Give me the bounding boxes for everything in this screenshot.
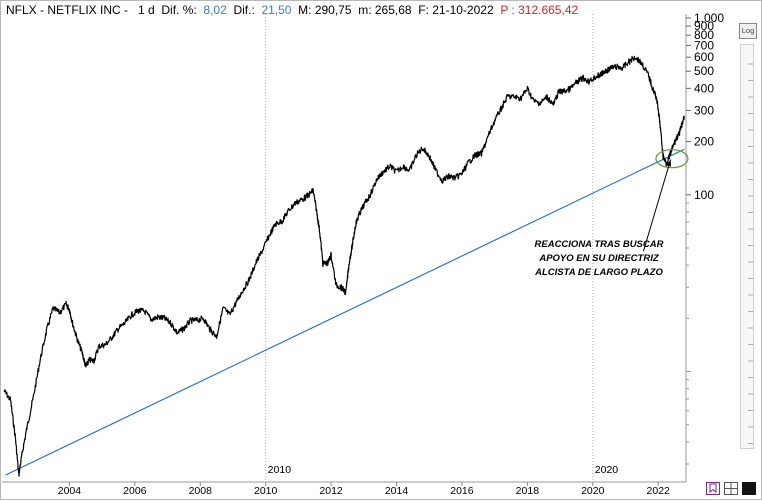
y-tick-label: 500: [694, 64, 714, 78]
price-line: [3, 55, 685, 477]
y-tick-label: 600: [694, 50, 714, 64]
bookmark-icon[interactable]: [705, 481, 721, 496]
annotation-line-2: APOYO EN SU DIRECTRIZ: [539, 253, 659, 264]
series-layer: [3, 55, 685, 477]
max-label: M: 290,75: [298, 3, 352, 17]
color-square-icon[interactable]: [741, 481, 757, 496]
price-value: P : 312.665,42: [500, 3, 579, 17]
annotation-line-3: ALCISTA DE LARGO PLAZO: [535, 267, 663, 278]
dif-label: Dif.:: [233, 3, 255, 17]
y-tick-label: 700: [694, 38, 714, 52]
dif-value: 21,50: [261, 3, 292, 17]
trendline-layer: [5, 148, 685, 476]
log-scale-button[interactable]: Log: [739, 23, 757, 39]
y-tick-label: 400: [694, 81, 714, 95]
x-tick-label: 2012: [319, 485, 343, 497]
x-tick-label: 2018: [516, 485, 540, 497]
year-marker-label: 2020: [595, 464, 619, 476]
symbol-label: NFLX - NETFLIX INC -: [6, 3, 129, 17]
split-view-icon[interactable]: [723, 481, 739, 496]
support-circle: [655, 149, 689, 169]
annotation-line-1: REACCIONA TRAS BUSCAR: [534, 239, 664, 250]
dif-pct-value: 8,02: [203, 3, 227, 17]
y-tick-label: 100: [694, 188, 714, 202]
y-tick-label: 200: [694, 135, 714, 149]
y-tick-label: 300: [694, 103, 714, 117]
x-tick-label: 2010: [254, 485, 278, 497]
overlay-layer: [642, 149, 689, 252]
min-label: m: 265,68: [358, 3, 412, 17]
chart-header: NFLX - NETFLIX INC - 1 d Dif. %: 8,02 Di…: [6, 3, 578, 17]
vertical-scrollbar[interactable]: [740, 44, 754, 449]
support-trendline: [5, 148, 685, 476]
period-label: 1 d: [138, 3, 155, 17]
y-tick-label: 1.000: [694, 11, 724, 25]
x-tick-label: 2008: [189, 485, 213, 497]
annotation-arrow: [642, 159, 672, 252]
chart-annotation: REACCIONA TRAS BUSCAR APOYO EN SU DIRECT…: [522, 238, 676, 280]
dif-pct-label: Dif. %:: [161, 3, 197, 17]
year-marker-label: 2010: [268, 464, 292, 476]
x-axis: 2004 2006 2008 2010 2012 2014 2016 2018 2020 2022: [58, 482, 670, 497]
x-tick-label: 2014: [385, 485, 409, 497]
x-tick-label: 2016: [450, 485, 474, 497]
y-tick-label: 800: [694, 28, 714, 42]
y-tick-label: 900: [694, 19, 714, 33]
date-label: F: 21-10-2022: [418, 3, 494, 17]
annotation-arrowhead: [666, 159, 672, 167]
x-tick-label: 2004: [58, 485, 82, 497]
x-tick-label: 2006: [123, 485, 147, 497]
x-tick-label: 2022: [647, 485, 671, 497]
x-tick-label: 2020: [581, 485, 605, 497]
